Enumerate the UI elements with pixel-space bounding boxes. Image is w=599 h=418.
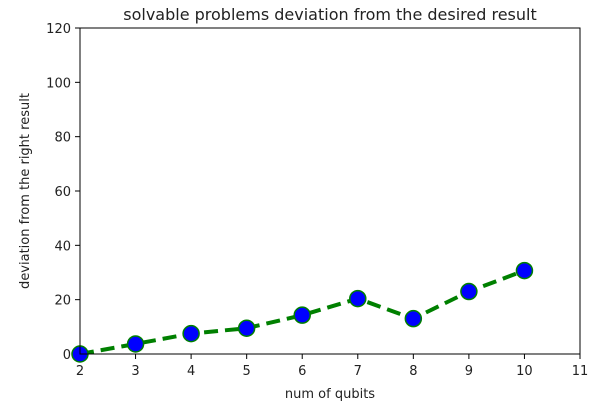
x-tick-label: 9 — [465, 364, 473, 379]
data-point — [182, 324, 200, 343]
y-tick-label: 60 — [54, 185, 71, 200]
series-line — [79, 268, 526, 356]
y-tick-label: 40 — [54, 239, 71, 254]
data-point — [404, 309, 423, 328]
x-tick-label: 3 — [131, 364, 139, 379]
y-tick-label: 120 — [46, 22, 71, 37]
x-tick-label: 8 — [409, 364, 417, 379]
data-point — [237, 319, 256, 337]
data-point — [460, 282, 478, 301]
x-axis-title: num of qubits — [285, 387, 375, 402]
x-tick-label: 2 — [76, 364, 84, 379]
y-axis-title: deviation from the right result — [18, 93, 33, 289]
y-tick-label: 80 — [54, 131, 71, 146]
y-tick-label: 20 — [54, 294, 71, 309]
data-point — [126, 335, 145, 353]
x-tick-label: 5 — [243, 364, 251, 379]
x-tick-label: 6 — [298, 364, 306, 379]
y-tick-label: 0 — [63, 348, 71, 363]
chart-title: solvable problems deviation from the des… — [123, 5, 536, 24]
plot-frame — [79, 27, 581, 355]
x-tick-label: 11 — [572, 364, 589, 379]
data-point — [293, 306, 311, 324]
data-point — [349, 289, 367, 308]
x-tick-label: 7 — [354, 364, 362, 379]
data-point — [515, 261, 534, 280]
x-tick-label: 4 — [187, 364, 195, 379]
y-tick-label: 100 — [46, 76, 71, 91]
x-axis-ticks: 2 3 4 5 6 7 8 9 10 11 — [76, 354, 588, 379]
series-markers — [71, 261, 534, 363]
y-axis-ticks: 0 20 40 60 80 100 120 — [46, 22, 80, 363]
x-tick-label: 10 — [516, 364, 533, 379]
